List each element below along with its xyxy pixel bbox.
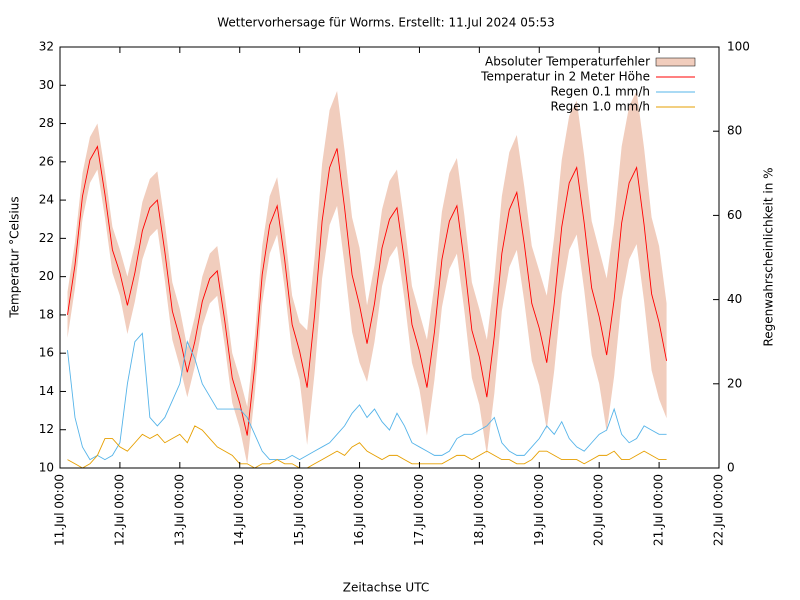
y2-tick-label: 0 (727, 461, 735, 475)
y-tick-label: 22 (39, 231, 54, 245)
x-tick-label: 15.Jul 00:00 (292, 474, 306, 546)
series-line (67, 145, 668, 436)
y-axis-label: Temperatur °Celsius (8, 196, 22, 318)
y-tick-label: 16 (39, 346, 54, 360)
y2-tick-label: 40 (727, 292, 742, 306)
x-axis-label: Zeitachse UTC (343, 581, 429, 595)
y2-tick-label: 80 (727, 124, 742, 138)
x-tick-label: 13.Jul 00:00 (172, 474, 186, 546)
y-tick-label: 30 (39, 78, 54, 92)
x-tick-label: 18.Jul 00:00 (472, 474, 486, 546)
plot-border (59, 46, 720, 469)
legend-label: Regen 0.1 mm/h (550, 85, 650, 99)
x-tick-label: 20.Jul 00:00 (592, 474, 606, 546)
x-tick-label: 16.Jul 00:00 (352, 474, 366, 546)
y-tick-label: 28 (39, 116, 54, 130)
x-tick-label: 22.Jul 00:00 (712, 474, 726, 546)
x-tick-label: 21.Jul 00:00 (652, 474, 666, 546)
legend-label: Regen 1.0 mm/h (550, 100, 650, 114)
y2-tick-label: 60 (727, 208, 742, 222)
y-tick-label: 26 (39, 154, 54, 168)
legend-label: Absoluter Temperaturfehler (485, 55, 650, 69)
y-tick-label: 32 (39, 40, 54, 54)
series-line (67, 332, 667, 461)
legend-swatch (655, 57, 696, 67)
y-tick-label: 12 (39, 422, 54, 436)
x-tick-label: 17.Jul 00:00 (412, 474, 426, 546)
x-tick-label: 19.Jul 00:00 (532, 474, 546, 546)
y-tick-label: 10 (39, 461, 54, 475)
x-tick-label: 12.Jul 00:00 (112, 474, 126, 546)
chart-title: Wettervorhersage für Worms. Erstellt: 11… (217, 16, 555, 30)
x-tick-label: 11.Jul 00:00 (53, 474, 67, 546)
legend-label: Temperatur in 2 Meter Höhe (480, 70, 650, 84)
error-band (67, 91, 667, 465)
y-tick-label: 14 (39, 384, 54, 398)
x-tick-label: 14.Jul 00:00 (232, 474, 246, 546)
y-tick-label: 24 (39, 193, 54, 207)
series-line (67, 425, 667, 469)
y2-tick-label: 100 (727, 40, 750, 54)
y2-tick-label: 20 (727, 376, 742, 390)
y-tick-label: 18 (39, 307, 54, 321)
y2-axis-label: Regenwahrscheinlichkeit in % (762, 167, 776, 346)
y-tick-label: 20 (39, 269, 54, 283)
